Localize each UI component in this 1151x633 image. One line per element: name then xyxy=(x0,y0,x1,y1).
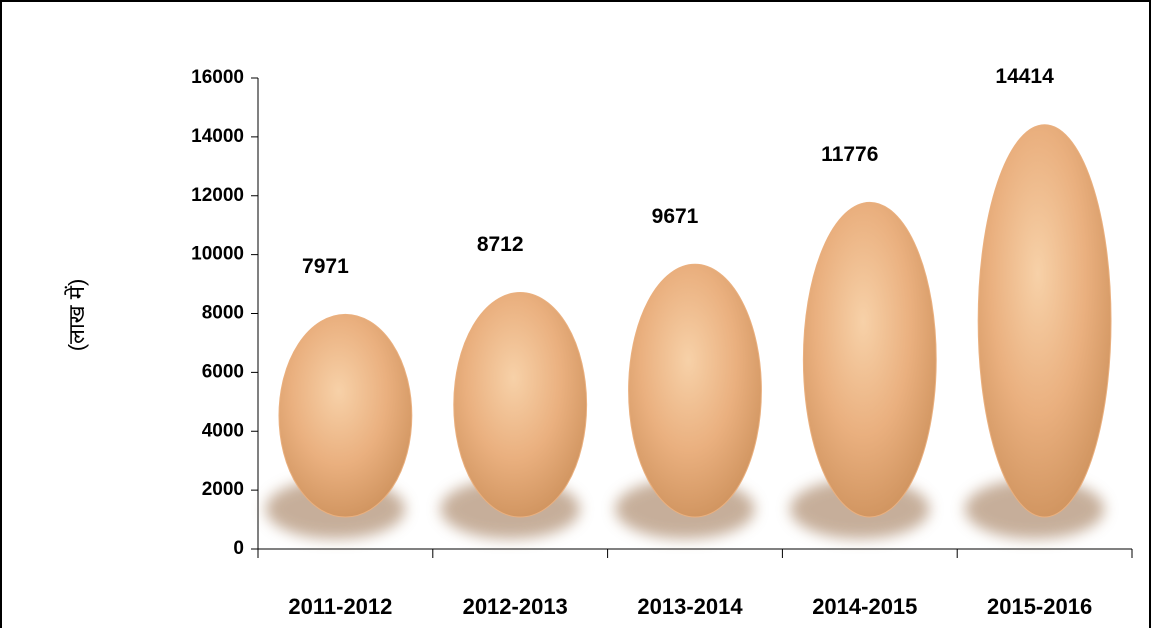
x-tick-label: 2013-2014 xyxy=(637,594,743,619)
egg-bar xyxy=(278,313,413,518)
x-tick-label: 2015-2016 xyxy=(987,594,1092,619)
y-tick-label: 2000 xyxy=(202,479,244,500)
value-label: 11776 xyxy=(821,143,878,166)
x-tick-label: 2011-2012 xyxy=(288,594,392,619)
egg-bar xyxy=(628,263,762,518)
y-tick-label: 12000 xyxy=(191,185,244,206)
x-tick-label: 2014-2015 xyxy=(812,594,917,619)
y-tick-label: 16000 xyxy=(191,67,244,88)
y-tick-label: 6000 xyxy=(202,361,244,382)
value-label: 8712 xyxy=(477,233,524,256)
x-tick-label: 2012-2013 xyxy=(463,594,568,619)
value-label: 9671 xyxy=(652,205,699,228)
value-label: 14414 xyxy=(995,65,1054,88)
y-tick-label: 10000 xyxy=(191,244,244,265)
y-tick-label: 4000 xyxy=(202,420,244,441)
egg-bar xyxy=(977,124,1112,518)
egg-bar xyxy=(453,292,588,518)
y-axis-title: (लाख में) xyxy=(64,279,89,352)
y-tick-label: 14000 xyxy=(191,126,244,147)
y-tick-label: 8000 xyxy=(202,303,244,324)
egg-bar xyxy=(802,201,937,518)
y-tick-label: 0 xyxy=(233,538,244,559)
plot: 0 2000 4000 6000 8000 10000 12000 14000 16000 201… xyxy=(191,65,1133,619)
value-label: 7971 xyxy=(302,255,349,278)
